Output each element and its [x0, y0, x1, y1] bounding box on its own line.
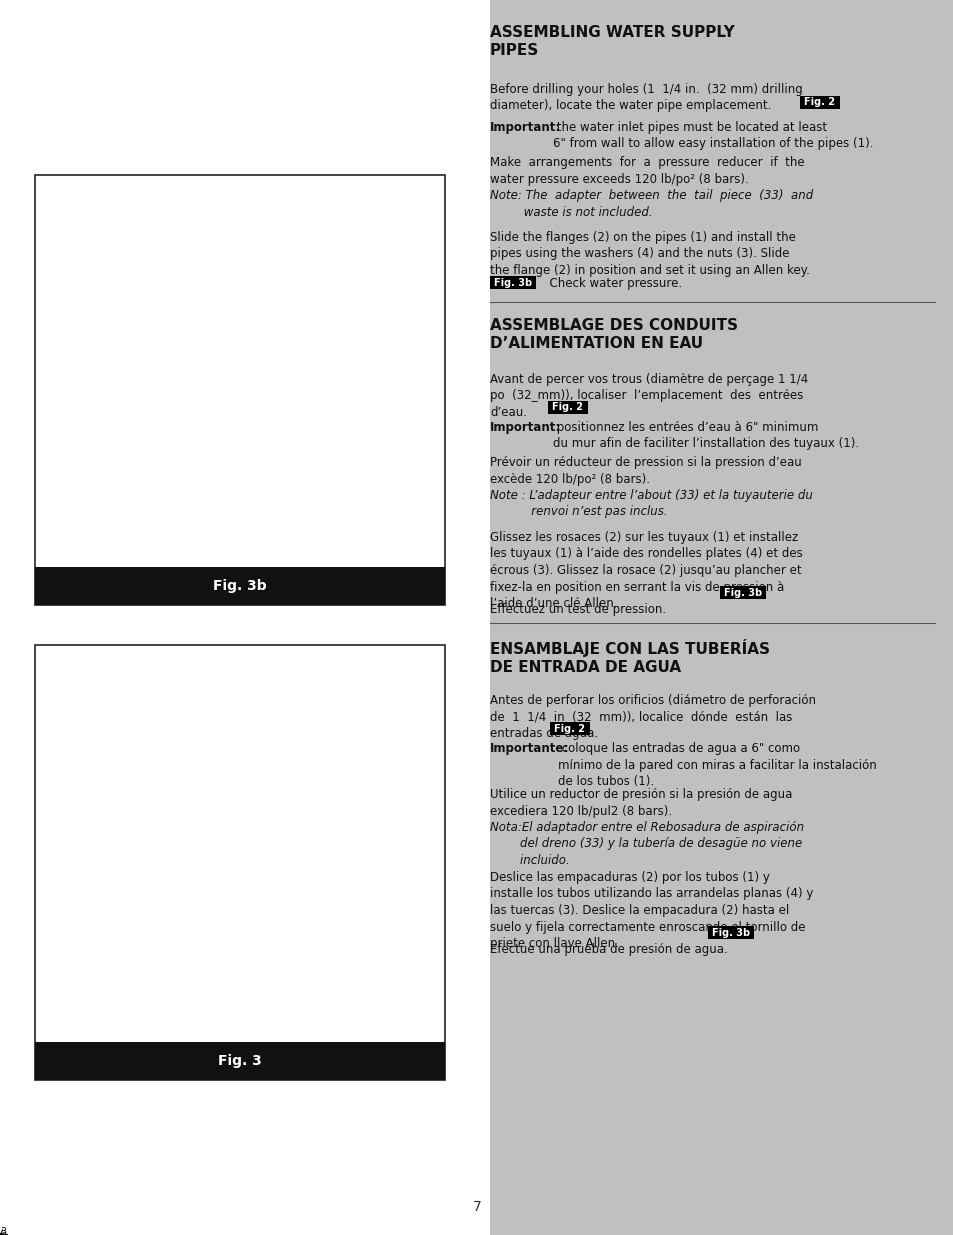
Text: Check water pressure.: Check water pressure. [541, 277, 681, 290]
Text: ENSAMBLAJE CON LAS TUBERÍAS
DE ENTRADA DE AGUA: ENSAMBLAJE CON LAS TUBERÍAS DE ENTRADA D… [490, 638, 769, 676]
Text: Antes de perforar los orificios (diámetro de perforación
de  1  1/4  in  (32  mm: Antes de perforar los orificios (diámetr… [490, 694, 815, 740]
Text: Importante:: Importante: [490, 742, 569, 755]
Text: Fig. 3: Fig. 3 [218, 1053, 262, 1068]
Text: Fig. 3b: Fig. 3b [711, 927, 749, 937]
Text: Important:: Important: [490, 121, 560, 135]
Text: Efectue una prueba de presión de agua.: Efectue una prueba de presión de agua. [490, 944, 727, 956]
Text: ASSEMBLING WATER SUPPLY
PIPES: ASSEMBLING WATER SUPPLY PIPES [490, 25, 734, 58]
Text: coloque las entradas de agua a 6" como
mínimo de la pared con miras a facilitar : coloque las entradas de agua a 6" como m… [558, 742, 876, 788]
Text: Fig. 2: Fig. 2 [803, 98, 835, 107]
Text: Note: The  adapter  between  the  tail  piece  (33)  and
         waste is not i: Note: The adapter between the tail piece… [490, 189, 812, 219]
Text: 7: 7 [472, 1200, 481, 1214]
Text: Make  arrangements  for  a  pressure  reducer  if  the
water pressure exceeds 12: Make arrangements for a pressure reducer… [490, 156, 803, 185]
Bar [547, 401, 587, 414]
Text: Effectuez un test de pression.: Effectuez un test de pression. [490, 603, 665, 616]
Bar [35, 1042, 444, 1079]
Bar [550, 722, 589, 735]
Text: positionnez les entrées d’eau à 6" minimum
du mur afin de faciliter l’installati: positionnez les entrées d’eau à 6" minim… [553, 421, 859, 451]
Text: Glissez les rosaces (2) sur les tuyaux (1) et installez
les tuyaux (1) à l’aide : Glissez les rosaces (2) sur les tuyaux (… [490, 531, 801, 610]
Text: Fig. 2: Fig. 2 [552, 403, 583, 412]
Bar [0, 0, 490, 1235]
Bar [490, 275, 536, 289]
Bar [720, 585, 765, 599]
Bar [707, 926, 753, 939]
Text: Avant de percer vos trous (diamètre de perçage 1 1/4
po  (32_mm)), localiser  l’: Avant de percer vos trous (diamètre de p… [490, 373, 807, 419]
Text: Slide the flanges (2) on the pipes (1) and install the
pipes using the washers (: Slide the flanges (2) on the pipes (1) a… [490, 231, 809, 277]
Text: Before drilling your holes (1  1/4 in.  (32 mm) drilling
diameter), locate the w: Before drilling your holes (1 1/4 in. (3… [490, 83, 801, 112]
Bar [35, 645, 444, 1079]
Text: Fig. 3b: Fig. 3b [723, 588, 761, 598]
Polygon shape [450, 0, 953, 1235]
Bar [800, 95, 840, 109]
Text: Fig. 3b: Fig. 3b [213, 579, 267, 593]
Text: ASSEMBLAGE DES CONDUITS
D’ALIMENTATION EN EAU: ASSEMBLAGE DES CONDUITS D’ALIMENTATION E… [490, 317, 738, 351]
Text: Important:: Important: [490, 421, 560, 433]
Text: Utilice un reductor de presión si la presión de agua
excediera 120 lb/pul2 (8 ba: Utilice un reductor de presión si la pre… [490, 788, 792, 818]
Text: Fig. 3b: Fig. 3b [494, 278, 532, 288]
Text: Prévoir un réducteur de pression si la pression d’eau
excède 120 lb/po² (8 bars): Prévoir un réducteur de pression si la p… [490, 456, 801, 485]
Text: Note : L’adapteur entre l’about (33) et la tuyauterie du
           renvoi n’est: Note : L’adapteur entre l’about (33) et … [490, 489, 812, 519]
Text: the water inlet pipes must be located at least
6" from wall to allow easy instal: the water inlet pipes must be located at… [553, 121, 873, 151]
Text: Fig. 2: Fig. 2 [554, 724, 585, 734]
Text: Nota:El adaptador entre el Rebosadura de aspiración
        del dreno (33) y la : Nota:El adaptador entre el Rebosadura de… [490, 821, 803, 867]
Bar [35, 567, 444, 605]
Text: Deslice las empacaduras (2) por los tubos (1) y
installe los tubos utilizando la: Deslice las empacaduras (2) por los tubo… [490, 871, 813, 950]
Bar [35, 175, 444, 605]
